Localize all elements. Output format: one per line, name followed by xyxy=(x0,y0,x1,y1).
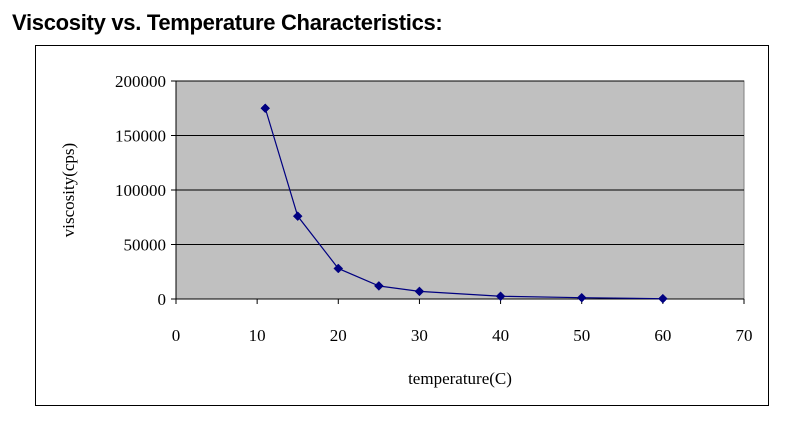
chart-frame xyxy=(35,45,769,406)
x-tick-label: 0 xyxy=(172,326,181,345)
x-tick-labels: 0 10 20 30 40 50 60 70 xyxy=(172,326,753,345)
x-tick-label: 50 xyxy=(573,326,590,345)
page-title: Viscosity vs. Temperature Characteristic… xyxy=(12,10,443,35)
x-axis-title: temperature(C) xyxy=(408,369,512,388)
series-line-group xyxy=(264,108,663,300)
data-point xyxy=(333,263,344,274)
data-point xyxy=(260,103,271,114)
y-tick-label: 100000 xyxy=(115,181,166,200)
data-point xyxy=(576,292,587,303)
y-tick-label: 0 xyxy=(158,290,167,309)
series-line xyxy=(264,108,663,300)
x-tick-label: 30 xyxy=(411,326,428,345)
gridlines xyxy=(176,80,744,245)
x-tick-label: 10 xyxy=(249,326,266,345)
y-tick-label: 200000 xyxy=(115,72,166,91)
y-tick-labels: 0 50000 100000 150000 200000 xyxy=(115,72,166,309)
data-point xyxy=(292,211,303,222)
x-tick-label: 20 xyxy=(330,326,347,345)
data-point xyxy=(495,291,506,302)
data-point xyxy=(414,286,425,297)
x-tick-label: 60 xyxy=(654,326,671,345)
y-tick-label: 50000 xyxy=(124,236,167,255)
y-tick-label: 150000 xyxy=(115,127,166,146)
x-tick-label: 70 xyxy=(736,326,753,345)
data-point xyxy=(374,281,384,291)
x-tick-label: 40 xyxy=(492,326,509,345)
data-point xyxy=(658,293,668,304)
y-axis-title: viscosity(cps) xyxy=(59,143,78,237)
data-points xyxy=(260,103,668,304)
